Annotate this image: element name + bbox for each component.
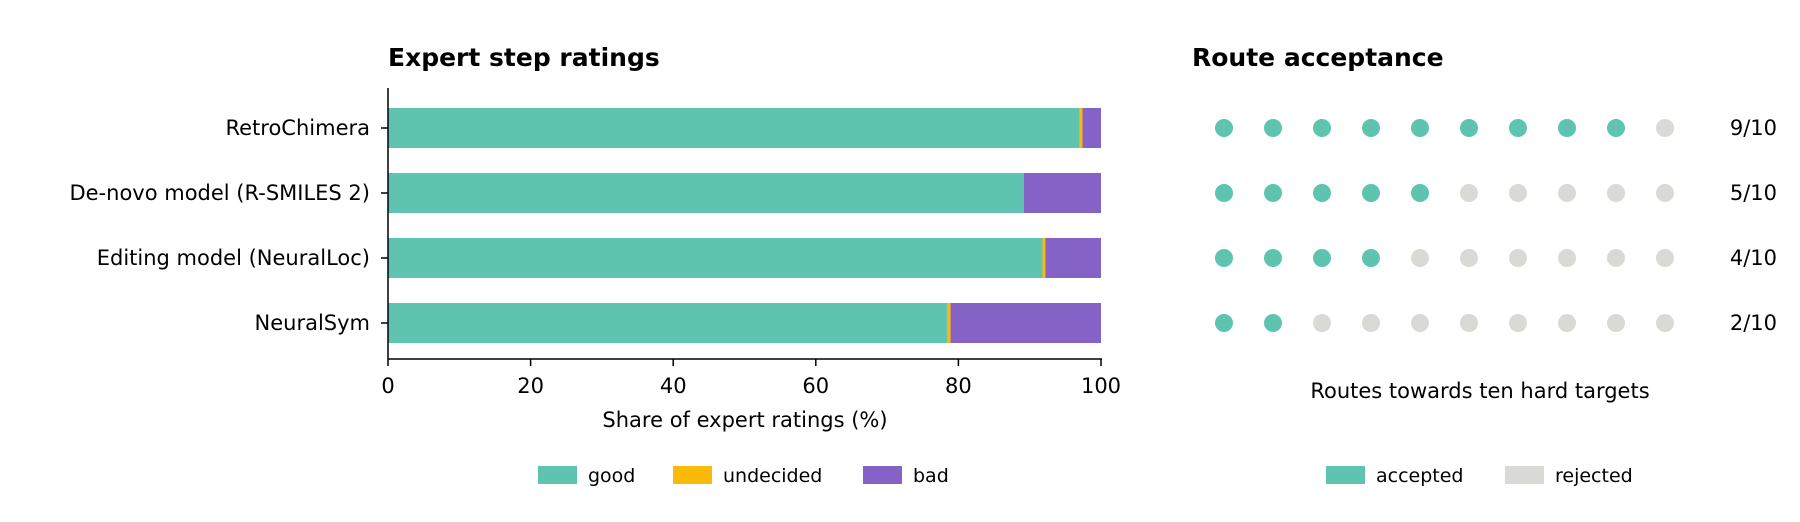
accepted-dot-0-5: [1460, 119, 1478, 137]
x-tick-label-4: 80: [945, 374, 972, 398]
legend-label-rejected: rejected: [1555, 465, 1633, 487]
accepted-dot-0-1: [1264, 119, 1282, 137]
dot-chart-title: Route acceptance: [1192, 43, 1444, 72]
accepted-dot-1-3: [1362, 184, 1380, 202]
accepted-dot-0-4: [1411, 119, 1429, 137]
x-axis-ticks: 0 20 40 60 80 100: [381, 359, 1121, 398]
accepted-dot-2-0: [1215, 249, 1233, 267]
category-label-3: NeuralSym: [255, 311, 371, 335]
rejected-dot-3-9: [1656, 314, 1674, 332]
bar-bad-1: [1023, 173, 1101, 213]
rejected-dot-3-2: [1313, 314, 1331, 332]
category-label-2: Editing model (NeuralLoc): [97, 246, 370, 270]
accepted-dot-0-6: [1509, 119, 1527, 137]
accepted-dot-1-2: [1313, 184, 1331, 202]
legend-swatch-rejected: [1505, 466, 1544, 484]
rejected-dot-2-5: [1460, 249, 1478, 267]
category-label-0: RetroChimera: [225, 116, 370, 140]
accepted-dot-0-7: [1558, 119, 1576, 137]
rejected-dot-2-6: [1509, 249, 1527, 267]
bar-undecided-3: [947, 303, 951, 343]
bar-undecided-0: [1079, 108, 1083, 148]
accepted-dot-1-1: [1264, 184, 1282, 202]
legend-label-undecided: undecided: [723, 465, 822, 487]
fraction-label-1: 5/10: [1730, 181, 1777, 205]
category-label-1: De-novo model (R-SMILES 2): [69, 181, 370, 205]
rejected-dot-3-3: [1362, 314, 1380, 332]
legend-label-bad: bad: [913, 465, 949, 487]
bar-bad-0: [1082, 108, 1101, 148]
x-tick-label-0: 0: [381, 374, 394, 398]
x-tick-label-3: 60: [802, 374, 829, 398]
rejected-dot-1-7: [1558, 184, 1576, 202]
rejected-dot-0-9: [1656, 119, 1674, 137]
rejected-dot-1-5: [1460, 184, 1478, 202]
accepted-dot-0-3: [1362, 119, 1380, 137]
dot-matrix-group: [1215, 119, 1674, 332]
rejected-dot-3-6: [1509, 314, 1527, 332]
accepted-dot-1-0: [1215, 184, 1233, 202]
rejected-dot-2-4: [1411, 249, 1429, 267]
accepted-dot-0-0: [1215, 119, 1233, 137]
bar-undecided-2: [1042, 238, 1046, 278]
rejected-dot-3-4: [1411, 314, 1429, 332]
bar-good-2: [388, 238, 1043, 278]
rejected-dot-3-5: [1460, 314, 1478, 332]
fraction-labels: 9/10 5/10 4/10 2/10: [1730, 116, 1777, 335]
accepted-dot-2-1: [1264, 249, 1282, 267]
rejected-dot-2-7: [1558, 249, 1576, 267]
bar-group: RetroChimera De-novo model (R-SMILES 2) Ed…: [69, 108, 1101, 343]
x-tick-label-1: 20: [517, 374, 544, 398]
legend-swatch-accepted: [1326, 466, 1365, 484]
accepted-dot-1-4: [1411, 184, 1429, 202]
bar-legend: good undecided bad: [538, 465, 949, 487]
bar-good-3: [388, 303, 948, 343]
fraction-label-0: 9/10: [1730, 116, 1777, 140]
bar-chart-title: Expert step ratings: [388, 43, 660, 72]
legend-swatch-undecided: [673, 466, 712, 484]
legend-label-accepted: accepted: [1376, 465, 1464, 487]
rejected-dot-2-8: [1607, 249, 1625, 267]
accepted-dot-3-1: [1264, 314, 1282, 332]
rejected-dot-2-9: [1656, 249, 1674, 267]
dot-legend: accepted rejected: [1326, 465, 1633, 487]
rejected-dot-3-7: [1558, 314, 1576, 332]
rejected-dot-3-8: [1607, 314, 1625, 332]
accepted-dot-0-8: [1607, 119, 1625, 137]
bar-good-0: [388, 108, 1080, 148]
accepted-dot-3-0: [1215, 314, 1233, 332]
fraction-label-3: 2/10: [1730, 311, 1777, 335]
rejected-dot-1-8: [1607, 184, 1625, 202]
legend-swatch-good: [538, 466, 577, 484]
rejected-dot-1-9: [1656, 184, 1674, 202]
x-axis-label: Share of expert ratings (%): [602, 408, 887, 432]
rejected-dot-1-6: [1509, 184, 1527, 202]
bar-bad-3: [950, 303, 1101, 343]
bar-bad-2: [1045, 238, 1101, 278]
bar-good-1: [388, 173, 1024, 213]
legend-label-good: good: [588, 465, 635, 487]
accepted-dot-0-2: [1313, 119, 1331, 137]
legend-swatch-bad: [863, 466, 902, 484]
accepted-dot-2-2: [1313, 249, 1331, 267]
x-tick-label-2: 40: [660, 374, 687, 398]
accepted-dot-2-3: [1362, 249, 1380, 267]
x-tick-label-5: 100: [1081, 374, 1121, 398]
dot-x-label: Routes towards ten hard targets: [1310, 379, 1649, 403]
fraction-label-2: 4/10: [1730, 246, 1777, 270]
